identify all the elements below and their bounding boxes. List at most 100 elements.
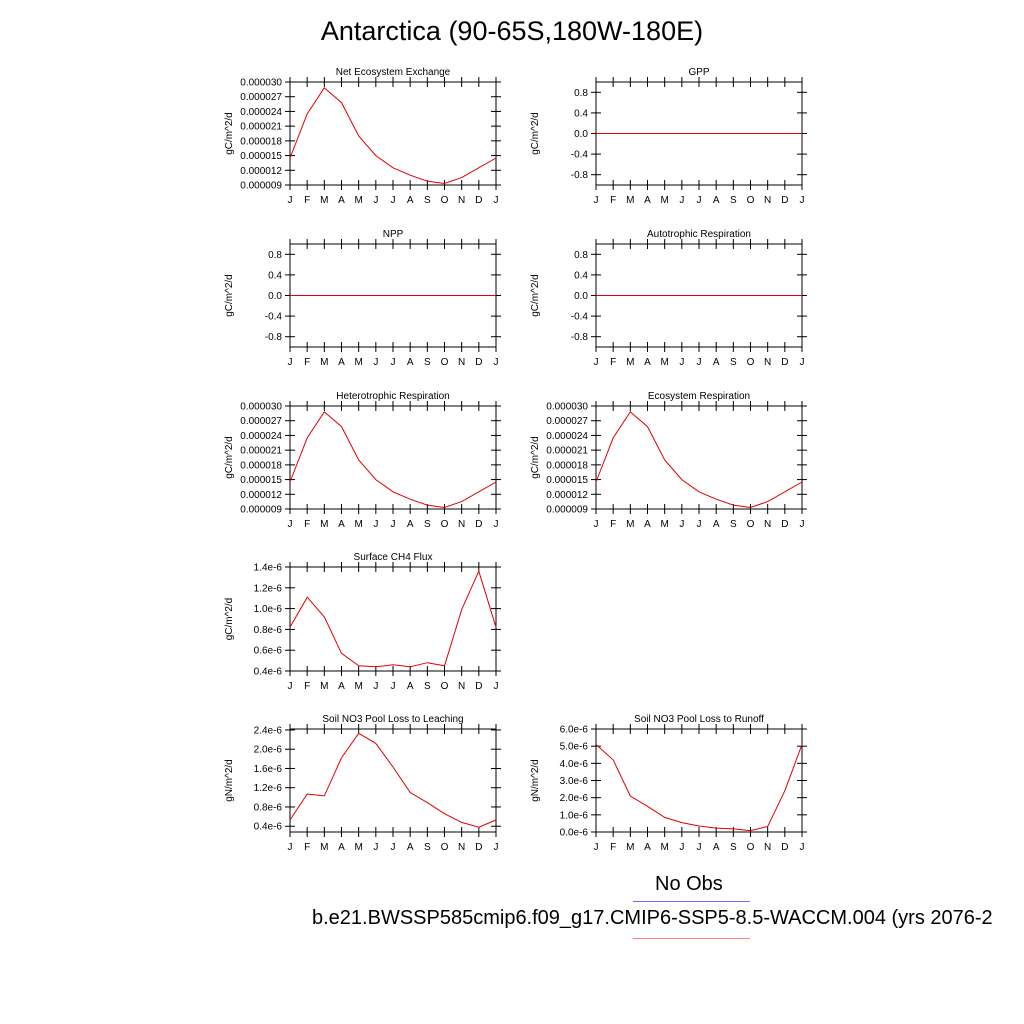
x-tick-label: J (494, 195, 499, 206)
x-tick-label: M (626, 842, 634, 853)
x-tick-label: J (679, 842, 684, 853)
x-tick-label: O (747, 195, 755, 206)
x-tick-label: A (338, 519, 345, 530)
series-line (595, 411, 803, 509)
x-tick-label: N (764, 357, 771, 368)
y-tick-label: 0.4e-6 (254, 822, 283, 833)
x-tick-label: M (626, 195, 634, 206)
x-tick-label: M (320, 195, 328, 206)
plot-frame (289, 81, 497, 186)
x-tick-label: J (800, 519, 805, 530)
x-tick-label: M (320, 681, 328, 692)
x-tick-label: J (697, 195, 702, 206)
x-tick-label: S (730, 195, 737, 206)
y-tick-label: 0.000030 (240, 78, 282, 89)
y-tick-label: 2.0e-6 (254, 745, 283, 756)
y-tick-label: 0.000030 (240, 402, 282, 413)
y-tick-label: -0.4 (265, 312, 283, 323)
y-tick-label: 6.0e-6 (560, 725, 589, 736)
x-tick-label: O (441, 357, 449, 368)
y-tick-label: 0.000015 (240, 475, 282, 486)
series-line (289, 569, 497, 668)
y-axis-label: gC/m^2/d (530, 112, 541, 155)
x-tick-label: F (304, 195, 310, 206)
x-tick-label: D (475, 681, 482, 692)
x-tick-label: J (494, 519, 499, 530)
y-tick-label: 2.4e-6 (254, 725, 283, 736)
panel-title: Soil NO3 Pool Loss to Runoff (634, 714, 764, 725)
x-tick-label: A (713, 842, 720, 853)
legend-obs-line (633, 901, 750, 902)
x-tick-label: A (644, 519, 651, 530)
x-tick-label: J (594, 519, 599, 530)
y-tick-label: 0.000024 (240, 107, 282, 118)
x-tick-label: O (441, 681, 449, 692)
x-tick-label: J (679, 195, 684, 206)
y-tick-label: 0.0 (574, 129, 588, 140)
y-tick-label: 0.000009 (240, 505, 282, 516)
x-tick-label: M (626, 357, 634, 368)
y-tick-label: 0.0e-6 (560, 828, 589, 839)
panel-title: Ecosystem Respiration (648, 391, 750, 402)
y-tick-label: 0.8e-6 (254, 802, 283, 813)
x-tick-label: N (764, 195, 771, 206)
y-axis-label: gC/m^2/d (224, 274, 235, 317)
y-tick-label: 0.4 (574, 270, 588, 281)
x-tick-label: O (441, 195, 449, 206)
x-tick-label: S (424, 681, 431, 692)
y-tick-label: 0.6e-6 (254, 646, 283, 657)
x-tick-label: D (475, 519, 482, 530)
x-tick-label: O (747, 842, 755, 853)
x-tick-label: M (660, 842, 668, 853)
x-tick-label: M (354, 195, 362, 206)
legend-case-line (633, 938, 750, 939)
y-tick-label: 0.8 (574, 250, 588, 261)
x-tick-label: M (320, 357, 328, 368)
y-tick-label: 0.8 (268, 250, 282, 261)
x-tick-label: M (354, 519, 362, 530)
y-axis-label: gN/m^2/d (530, 759, 541, 802)
x-tick-label: J (288, 681, 293, 692)
x-tick-label: J (373, 357, 378, 368)
x-tick-label: J (800, 195, 805, 206)
x-tick-label: A (644, 195, 651, 206)
y-tick-label: 0.000027 (546, 416, 588, 427)
x-tick-label: O (747, 357, 755, 368)
y-tick-label: -0.4 (571, 312, 589, 323)
y-tick-label: -0.8 (571, 170, 589, 181)
page-title: Antarctica (90-65S,180W-180E) (320, 16, 704, 46)
x-tick-label: A (713, 519, 720, 530)
plot-frame (595, 405, 803, 510)
x-tick-label: S (424, 195, 431, 206)
x-tick-label: J (594, 195, 599, 206)
x-tick-label: J (679, 357, 684, 368)
x-tick-label: J (288, 357, 293, 368)
x-tick-label: S (424, 519, 431, 530)
x-tick-label: M (354, 842, 362, 853)
y-tick-label: -0.8 (265, 332, 283, 343)
panel-title: Soil NO3 Pool Loss to Leaching (322, 714, 463, 725)
y-tick-label: 1.0e-6 (254, 604, 283, 615)
x-tick-label: M (354, 357, 362, 368)
x-tick-label: O (441, 519, 449, 530)
x-tick-label: F (610, 842, 616, 853)
y-tick-label: 0.000012 (240, 166, 282, 177)
x-tick-label: J (391, 357, 396, 368)
plot-frame (289, 728, 497, 833)
x-tick-label: D (781, 519, 788, 530)
x-tick-label: S (730, 519, 737, 530)
plot-frame (289, 405, 497, 510)
x-tick-label: F (610, 357, 616, 368)
y-tick-label: 1.6e-6 (254, 764, 283, 775)
y-axis-label: gN/m^2/d (224, 759, 235, 802)
series-line (289, 87, 497, 185)
x-tick-label: F (610, 519, 616, 530)
y-tick-label: 0.4 (574, 108, 588, 119)
x-tick-label: J (373, 195, 378, 206)
